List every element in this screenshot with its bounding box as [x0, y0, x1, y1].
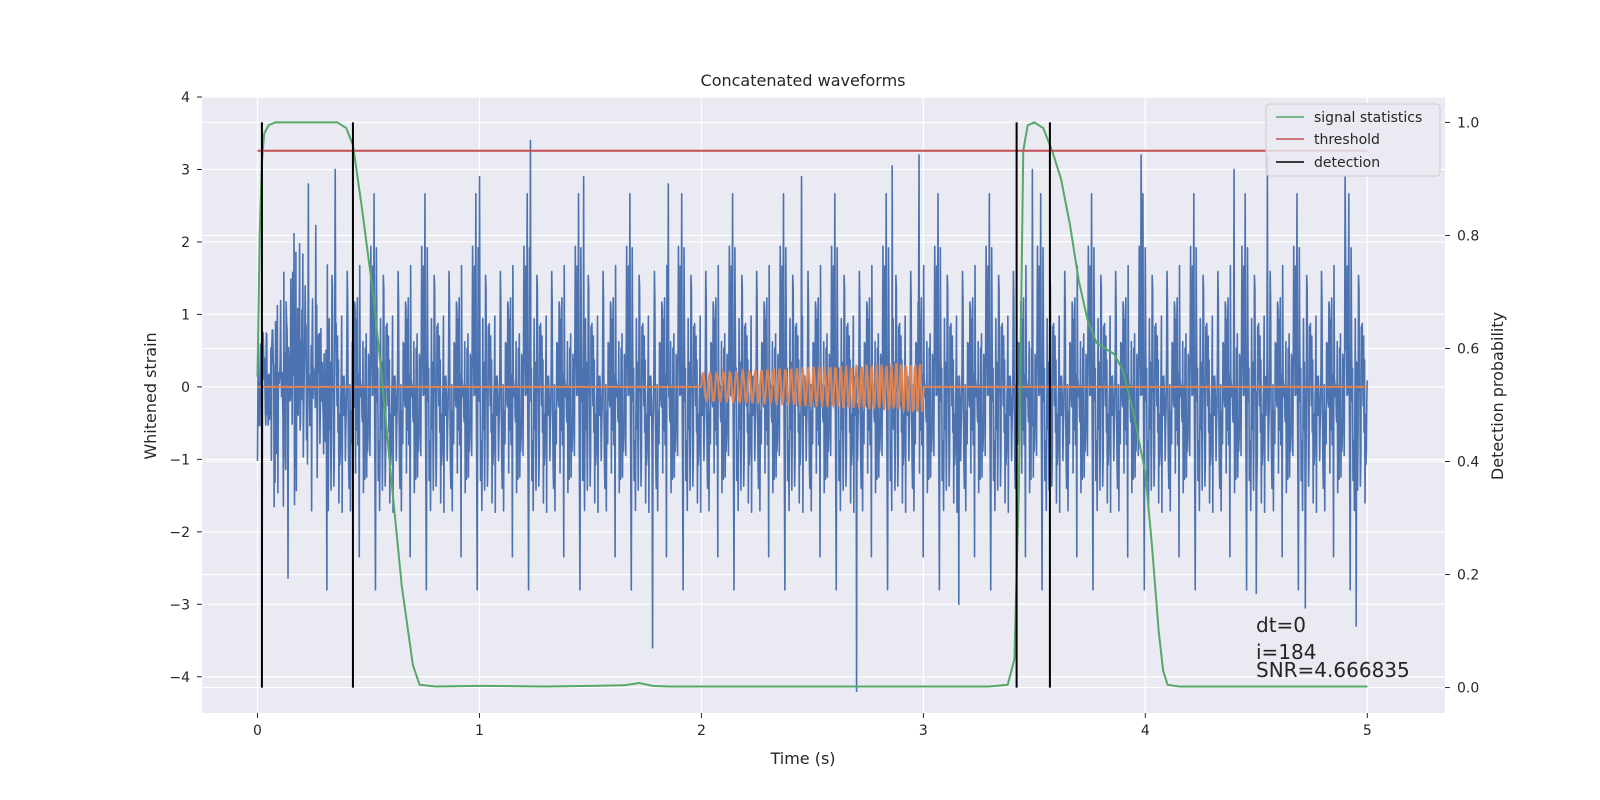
legend-box — [1265, 103, 1441, 177]
y-tick-label: −1 — [169, 452, 190, 468]
y2-axis-label: Detection probability — [1488, 312, 1507, 480]
x-tick-label: 1 — [475, 723, 484, 739]
y-tick-label: 2 — [181, 235, 190, 251]
x-tick-label: 2 — [697, 723, 706, 739]
y-axis-ticks: −4 −3 −2 −1 0 1 2 3 4 — [169, 90, 202, 686]
legend-entry-threshold: threshold — [1314, 132, 1380, 148]
y-tick-label: 0 — [181, 380, 190, 396]
series-signal-statistics — [256, 121, 1368, 688]
y-tick-label: 4 — [181, 90, 190, 106]
legend-entry-signal-statistics: signal statistics — [1314, 110, 1422, 126]
y-tick-label: −2 — [169, 525, 190, 541]
y2-tick-label: 0.6 — [1457, 341, 1479, 357]
series-layer — [256, 121, 1369, 693]
x-axis-label: Time (s) — [769, 749, 835, 768]
x-tick-label: 0 — [253, 723, 262, 739]
y2-tick-label: 0.2 — [1457, 568, 1479, 584]
annotation-index: i=184 — [1256, 640, 1317, 664]
x-axis-ticks: 0 1 2 3 4 5 — [253, 713, 1372, 739]
y-axis-label: Whitened strain — [141, 332, 160, 459]
y2-tick-label: 0.8 — [1457, 228, 1479, 244]
y-tick-label: −3 — [169, 597, 190, 613]
y2-axis-ticks: 0.0 0.2 0.4 0.6 0.8 1.0 — [1445, 115, 1479, 697]
annotation-snr: SNR=4.666835 — [1256, 658, 1410, 682]
y-tick-label: −4 — [169, 670, 190, 686]
y-tick-label: 3 — [181, 162, 190, 178]
x-tick-label: 5 — [1363, 723, 1372, 739]
x-tick-label: 3 — [919, 723, 928, 739]
x-tick-label: 4 — [1141, 723, 1150, 739]
series-chirp-1 — [257, 362, 1368, 412]
annotation-dt: dt=0 — [1256, 613, 1306, 637]
y2-tick-label: 0.4 — [1457, 455, 1479, 471]
annotations: dt=0 i=184 SNR=4.666835 — [1256, 613, 1410, 682]
series-group — [256, 121, 1369, 693]
y2-tick-label: 0.0 — [1457, 681, 1479, 697]
series-noise-0 — [256, 139, 1369, 693]
y2-tick-label: 1.0 — [1457, 115, 1479, 131]
y-tick-label: 1 — [181, 307, 190, 323]
chart-title: Concatenated waveforms — [701, 71, 906, 90]
legend: signal statistics threshold detection — [1265, 103, 1441, 177]
legend-entry-detection: detection — [1314, 155, 1380, 171]
